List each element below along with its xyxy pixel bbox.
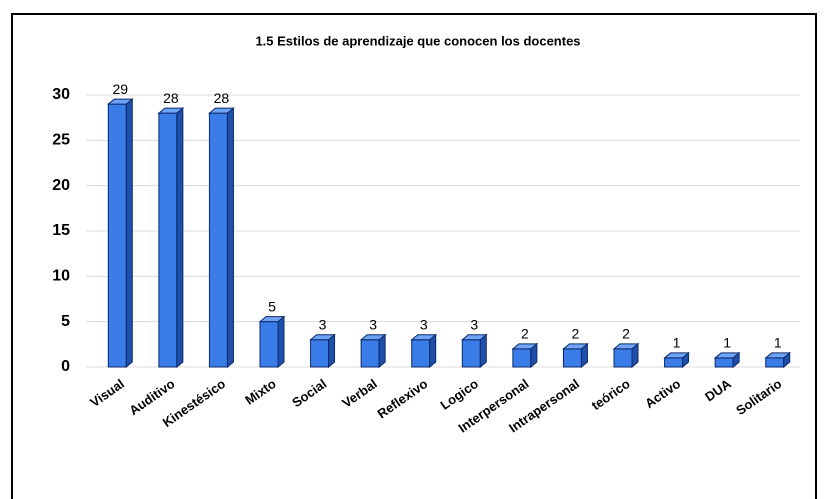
bar-top <box>663 352 690 359</box>
bar <box>208 107 235 369</box>
bar-front <box>512 348 532 368</box>
value-label: 3 <box>369 317 377 333</box>
bar-top <box>511 343 539 350</box>
bar-top <box>460 334 488 341</box>
value-label: 5 <box>268 298 276 314</box>
bar-top <box>258 316 286 323</box>
bar-top <box>410 334 438 341</box>
bar-front <box>613 348 633 368</box>
value-label: 1 <box>723 335 731 351</box>
bar-top <box>208 107 235 114</box>
y-tick-label: 15 <box>52 222 70 239</box>
bar-front <box>158 112 178 368</box>
bar-front <box>411 339 431 368</box>
value-label: 3 <box>420 317 428 333</box>
bar <box>258 315 286 369</box>
bar <box>460 333 488 369</box>
value-label: 2 <box>622 326 630 342</box>
bar-side <box>277 315 285 369</box>
y-tick-label: 10 <box>52 268 70 285</box>
bar-top <box>612 343 640 350</box>
bar-front <box>765 357 785 368</box>
bar-top <box>562 343 589 350</box>
bar-top <box>713 352 741 359</box>
value-label: 28 <box>163 90 179 106</box>
bar <box>157 107 185 369</box>
bar <box>410 333 438 369</box>
bar-front <box>461 339 481 368</box>
bar <box>612 342 640 369</box>
bar-side <box>226 107 234 369</box>
value-label: 29 <box>112 81 128 97</box>
bar <box>106 97 134 369</box>
bar-front <box>208 112 228 368</box>
bar-top <box>157 107 185 114</box>
y-tick-label: 0 <box>61 358 70 375</box>
y-tick-label: 5 <box>61 313 70 330</box>
bar <box>359 333 387 369</box>
bar-top <box>309 334 336 341</box>
bar-front <box>664 357 684 368</box>
y-tick-label: 25 <box>52 132 70 149</box>
bar-front <box>259 321 279 368</box>
bar-side <box>125 97 133 369</box>
y-tick-label: 30 <box>52 86 70 103</box>
value-label: 3 <box>319 317 327 333</box>
chart-title: 1.5 Estilos de aprendizaje que conocen l… <box>255 33 580 48</box>
bar-front <box>310 339 330 368</box>
value-label: 3 <box>470 317 478 333</box>
bar-front <box>107 103 127 368</box>
bar-front <box>714 357 734 368</box>
bar <box>713 351 741 369</box>
bar-front <box>562 348 582 368</box>
bar-top <box>359 334 387 341</box>
bar <box>562 342 589 369</box>
bar <box>511 342 539 369</box>
value-label: 28 <box>214 90 230 106</box>
bar <box>764 351 792 369</box>
value-label: 1 <box>774 335 782 351</box>
value-label: 2 <box>521 326 529 342</box>
value-label: 1 <box>673 335 681 351</box>
value-label: 2 <box>572 326 580 342</box>
bar <box>309 333 336 369</box>
bar-side <box>176 107 184 369</box>
bar-front <box>360 339 380 368</box>
bar <box>663 351 690 369</box>
bar-top <box>764 352 792 359</box>
bar-top <box>106 98 134 105</box>
y-tick-label: 20 <box>52 177 70 194</box>
